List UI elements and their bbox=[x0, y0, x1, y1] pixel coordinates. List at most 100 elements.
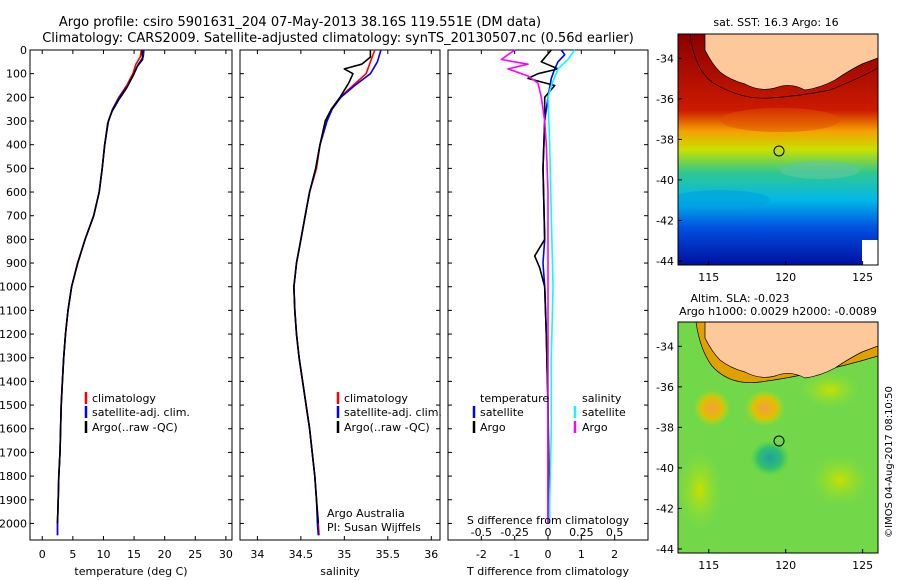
map-y-tick-label: -36 bbox=[656, 93, 674, 106]
sst-land-australia bbox=[704, 34, 878, 91]
sst-isobath bbox=[689, 34, 878, 99]
sla-anomaly bbox=[745, 390, 785, 426]
y-tick-label: 300 bbox=[6, 115, 27, 128]
map-y-tick-label: -34 bbox=[656, 52, 674, 65]
legend-label-satellite: satellite-adj. clim. bbox=[344, 406, 442, 419]
y-tick-label: 700 bbox=[6, 210, 27, 223]
header-line-2: Climatology: CARS2009. Satellite-adjuste… bbox=[42, 31, 634, 46]
sla-anomaly bbox=[750, 440, 790, 476]
legend-label-argo: Argo(..raw -QC) bbox=[92, 421, 178, 434]
legend-label-sal-satellite: satellite bbox=[582, 406, 626, 419]
map-x-tick-label: 115 bbox=[698, 559, 719, 572]
map-y-tick-label: -36 bbox=[656, 381, 674, 394]
y-tick-label: 400 bbox=[6, 139, 27, 152]
map-x-tick-label: 125 bbox=[852, 559, 873, 572]
series-line-salinity-satellite bbox=[547, 49, 576, 524]
sst-patch bbox=[678, 190, 770, 210]
x-tick-label: 10 bbox=[96, 548, 110, 561]
x-tick-label: 0 bbox=[545, 548, 552, 561]
imos-credit: ©IMOS 04-Aug-2017 08:10:50 bbox=[884, 386, 895, 538]
legend-title-salinity: salinity bbox=[582, 392, 622, 405]
x-tick-label: -1 bbox=[509, 548, 520, 561]
map-x-tick-label: 120 bbox=[775, 559, 796, 572]
y-tick-label: 1000 bbox=[0, 281, 27, 294]
x-tick-label: 35 bbox=[337, 548, 351, 561]
legend-label-satellite: satellite-adj. clim. bbox=[92, 406, 190, 419]
map-y-tick-label: -40 bbox=[656, 462, 674, 475]
x-tick-label: 25 bbox=[188, 548, 202, 561]
x-tick-label: 30 bbox=[219, 548, 233, 561]
sla-axes: -34 -36 -38 -40 -42 -44 115 120 125 bbox=[656, 340, 873, 572]
sst-axes: -34 -36 -38 -40 -42 -44 115 120 125 bbox=[656, 52, 873, 284]
x-tick-label-top: 0 bbox=[545, 526, 552, 539]
sst-map-title: sat. SST: 16.3 Argo: 16 bbox=[713, 16, 838, 29]
map-y-tick-label: -44 bbox=[656, 543, 674, 556]
sla-anomaly bbox=[678, 450, 722, 530]
y-tick-label: 600 bbox=[6, 186, 27, 199]
temperature-legend: climatology satellite-adj. clim. Argo(..… bbox=[84, 392, 190, 434]
sla-map: Altim. SLA: -0.023 Argo h1000: 0.0029 h2… bbox=[656, 292, 879, 572]
map-y-tick-label: -42 bbox=[656, 214, 674, 227]
map-x-tick-label: 120 bbox=[775, 271, 796, 284]
x-axis-label: T difference from climatology bbox=[466, 565, 629, 578]
x-axis-label: temperature (deg C) bbox=[74, 565, 187, 578]
x-tick-label: 34.5 bbox=[289, 548, 314, 561]
map-y-tick-label: -44 bbox=[656, 255, 674, 268]
legend-label-temp-argo: Argo bbox=[480, 421, 506, 434]
x-tick-label: 0 bbox=[39, 548, 46, 561]
annotation-argo-australia: Argo Australia bbox=[327, 507, 405, 520]
y-tick-label: 800 bbox=[6, 233, 27, 246]
y-tick-label: 1300 bbox=[0, 352, 27, 365]
map-y-tick-label: -34 bbox=[656, 340, 674, 353]
y-tick-label: 1200 bbox=[0, 328, 27, 341]
x-tick-label-top: 0.25 bbox=[569, 526, 594, 539]
plot-frame bbox=[29, 49, 233, 541]
x-tick-label: 15 bbox=[127, 548, 141, 561]
legend-label-climatology: climatology bbox=[92, 392, 156, 405]
x-tick-label: -2 bbox=[476, 548, 487, 561]
y-tick-label: 1100 bbox=[0, 304, 27, 317]
y-tick-label: 2000 bbox=[0, 517, 27, 530]
sst-patch bbox=[780, 161, 860, 179]
difference-profile-panel: -2 -1 0 1 2 -0.5 -0.25 0 0.25 0.5 T difference fro… bbox=[447, 49, 649, 578]
header-line-1: Argo profile: csiro 5901631_204 07-May-2… bbox=[59, 15, 541, 30]
map-y-tick-label: -38 bbox=[656, 133, 674, 146]
map-x-tick-label: 125 bbox=[852, 271, 873, 284]
temperature-profile-panel: 0100200300400500600700800900100011001200… bbox=[0, 44, 233, 578]
salinity-profile-panel: 34 34.5 35 35.5 36 salinity bbox=[239, 49, 441, 578]
map-y-tick-label: -38 bbox=[656, 421, 674, 434]
x-tick-label: 5 bbox=[69, 548, 76, 561]
series-line-salinity-argo bbox=[500, 49, 549, 524]
x-tick-label-top: -0.25 bbox=[500, 526, 528, 539]
map-x-tick-label: 115 bbox=[698, 271, 719, 284]
y-tick-label: 1800 bbox=[0, 470, 27, 483]
x-tick-label-top: -0.5 bbox=[471, 526, 492, 539]
difference-legend: temperature satellite Argo salinity sate… bbox=[467, 392, 630, 527]
y-tick-label: 500 bbox=[6, 162, 27, 175]
sla-frame bbox=[677, 321, 879, 554]
salinity-diff-axis-label: S difference from climatology bbox=[467, 514, 630, 527]
legend-label-temp-satellite: satellite bbox=[480, 406, 524, 419]
legend-label-climatology: climatology bbox=[344, 392, 408, 405]
y-tick-label: 1900 bbox=[0, 494, 27, 507]
series-line-argo-raw-qc- bbox=[56, 49, 144, 524]
sst-map: sat. SST: 16.3 Argo: 16 -34-36-38-40-42-… bbox=[656, 16, 879, 284]
salinity-legend: climatology satellite-adj. clim. Argo(..… bbox=[327, 392, 442, 534]
sla-anomaly bbox=[810, 455, 870, 505]
x-tick-label: 1 bbox=[578, 548, 585, 561]
sla-map-title: Altim. SLA: -0.023 bbox=[690, 292, 789, 305]
legend-label-sal-argo: Argo bbox=[582, 421, 608, 434]
annotation-pi: PI: Susan Wijffels bbox=[327, 521, 421, 534]
x-axis-label: salinity bbox=[320, 565, 360, 578]
y-tick-label: 1500 bbox=[0, 399, 27, 412]
sla-land-australia bbox=[704, 322, 878, 379]
sst-patch bbox=[720, 108, 840, 132]
x-tick-label: 34 bbox=[250, 548, 264, 561]
sla-anomaly bbox=[694, 390, 730, 426]
map-y-tick-label: -42 bbox=[656, 502, 674, 515]
map-y-tick-label: -40 bbox=[656, 174, 674, 187]
y-tick-label: 900 bbox=[6, 257, 27, 270]
legend-label-argo: Argo(..raw -QC) bbox=[344, 421, 430, 434]
sla-argo-marker bbox=[773, 435, 785, 447]
